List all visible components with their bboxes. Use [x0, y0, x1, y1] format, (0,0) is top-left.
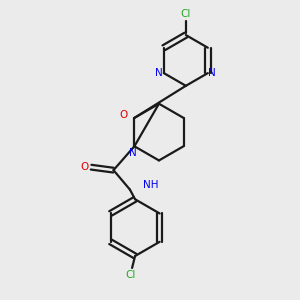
Text: Cl: Cl: [125, 269, 136, 280]
Text: N: N: [155, 68, 163, 78]
Text: N: N: [129, 148, 137, 158]
Text: O: O: [80, 162, 88, 172]
Text: NH: NH: [143, 180, 159, 190]
Text: N: N: [208, 68, 216, 78]
Text: O: O: [120, 110, 128, 120]
Text: Cl: Cl: [181, 9, 191, 19]
